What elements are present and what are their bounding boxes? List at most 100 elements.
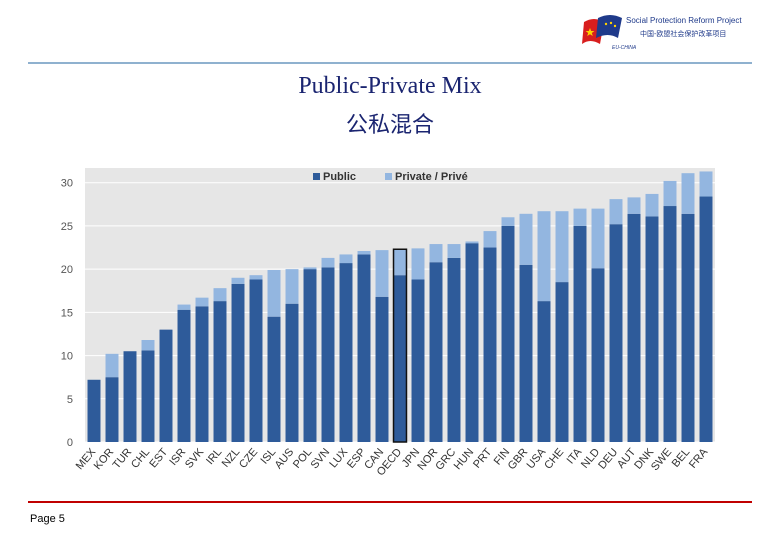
y-tick-label: 10 bbox=[61, 351, 73, 363]
x-tick-label: SWE bbox=[649, 446, 674, 473]
eu-china-flag-icon bbox=[582, 15, 622, 44]
legend-swatch bbox=[313, 173, 320, 180]
bar-private bbox=[213, 288, 227, 302]
legend-swatch bbox=[385, 173, 392, 180]
project-logo: Social Protection Reform Project 中国-欧盟社会… bbox=[582, 12, 752, 54]
bar-private bbox=[627, 197, 641, 214]
slide-title-english: Public-Private Mix bbox=[298, 73, 482, 99]
bar-public bbox=[87, 379, 101, 442]
x-tick-label: GBR bbox=[506, 446, 531, 472]
x-tick-label: CZE bbox=[237, 446, 260, 471]
bar-public bbox=[141, 350, 155, 442]
bar-highlight-outline bbox=[392, 248, 408, 443]
bar-private bbox=[483, 231, 497, 248]
x-tick-label: BEL bbox=[670, 446, 693, 470]
bar-public bbox=[447, 257, 461, 442]
bar-public bbox=[555, 282, 569, 442]
bar-public bbox=[123, 351, 137, 442]
bar-public bbox=[321, 267, 335, 442]
logo-english-text: Social Protection Reform Project bbox=[626, 16, 742, 25]
bar-private bbox=[609, 199, 623, 225]
logo-tag-text: EU-CHINA bbox=[612, 45, 637, 51]
bar-private bbox=[501, 217, 515, 226]
bar-private bbox=[519, 213, 533, 265]
bar-private bbox=[663, 180, 677, 207]
bar-public bbox=[465, 243, 479, 442]
legend-label: Private / Privé bbox=[395, 171, 468, 183]
bar-public bbox=[627, 213, 641, 442]
x-tick-label: AUS bbox=[273, 446, 297, 471]
bar-public bbox=[375, 296, 389, 442]
bar-private bbox=[339, 254, 353, 264]
x-tick-label: FRA bbox=[687, 446, 711, 471]
y-tick-label: 5 bbox=[67, 394, 73, 406]
x-tick-label: TUR bbox=[111, 446, 135, 471]
x-tick-label: CHL bbox=[129, 446, 152, 471]
page-number: Page 5 bbox=[30, 513, 65, 525]
y-tick-label: 0 bbox=[67, 437, 73, 449]
bar-public bbox=[105, 377, 119, 442]
bar-public bbox=[645, 216, 659, 442]
bar-private bbox=[393, 249, 407, 276]
bar-public bbox=[267, 316, 281, 442]
bar-private bbox=[447, 244, 461, 258]
legend-label: Public bbox=[323, 171, 356, 183]
bar-private bbox=[429, 244, 443, 263]
bar-public bbox=[213, 301, 227, 442]
bar-public bbox=[285, 303, 299, 442]
x-tick-label: PRT bbox=[471, 446, 494, 471]
x-tick-label: HUN bbox=[452, 446, 477, 472]
x-tick-label: NZL bbox=[220, 446, 243, 470]
slide-title-chinese: 公私混合 bbox=[345, 113, 434, 138]
bar-public bbox=[483, 247, 497, 442]
bar-private bbox=[357, 250, 371, 255]
bar-private bbox=[375, 250, 389, 297]
bar-public bbox=[195, 306, 209, 442]
bar-private bbox=[699, 171, 713, 197]
bar-private bbox=[105, 353, 119, 378]
bar-public bbox=[393, 275, 407, 442]
bar-public bbox=[303, 269, 317, 442]
bar-public bbox=[699, 196, 713, 442]
bar-private bbox=[285, 269, 299, 304]
y-tick-label: 20 bbox=[61, 264, 73, 276]
bar-public bbox=[357, 254, 371, 442]
x-tick-label: CHE bbox=[542, 446, 566, 472]
x-tick-label: SVN bbox=[309, 446, 333, 471]
bar-private bbox=[231, 277, 245, 284]
x-tick-label: POL bbox=[291, 446, 314, 471]
bar-private bbox=[591, 208, 605, 269]
x-tick-label: DEU bbox=[596, 446, 620, 472]
y-tick-label: 25 bbox=[61, 221, 73, 233]
x-tick-label: EST bbox=[147, 446, 170, 470]
bar-public bbox=[501, 225, 515, 442]
y-tick-label: 15 bbox=[61, 307, 73, 319]
bar-private bbox=[249, 275, 263, 280]
bar-public bbox=[609, 224, 623, 442]
bar-public bbox=[249, 279, 263, 442]
bar-public bbox=[231, 283, 245, 442]
bar-private bbox=[267, 269, 281, 317]
bar-private bbox=[465, 241, 479, 244]
bar-private bbox=[537, 211, 551, 302]
x-tick-label: LUX bbox=[327, 446, 350, 471]
bar-private bbox=[141, 340, 155, 351]
bar-private bbox=[321, 257, 335, 268]
bar-private bbox=[195, 297, 209, 307]
bar-public bbox=[591, 268, 605, 442]
bar-public bbox=[681, 213, 695, 442]
bar-private bbox=[555, 211, 569, 283]
bar-public bbox=[537, 301, 551, 442]
bar-private bbox=[177, 304, 191, 310]
y-tick-label: 30 bbox=[61, 178, 73, 190]
bottom-divider bbox=[28, 501, 752, 503]
bar-public bbox=[411, 279, 425, 442]
bar-public bbox=[663, 206, 677, 442]
bar-private bbox=[645, 193, 659, 217]
bar-private bbox=[303, 267, 317, 270]
bar-public bbox=[177, 309, 191, 442]
x-tick-label: KOR bbox=[92, 446, 117, 472]
x-tick-label: SVK bbox=[183, 446, 207, 471]
logo-chinese-text: 中国-欧盟社会保护改革项目 bbox=[640, 31, 727, 38]
top-divider bbox=[28, 62, 752, 64]
